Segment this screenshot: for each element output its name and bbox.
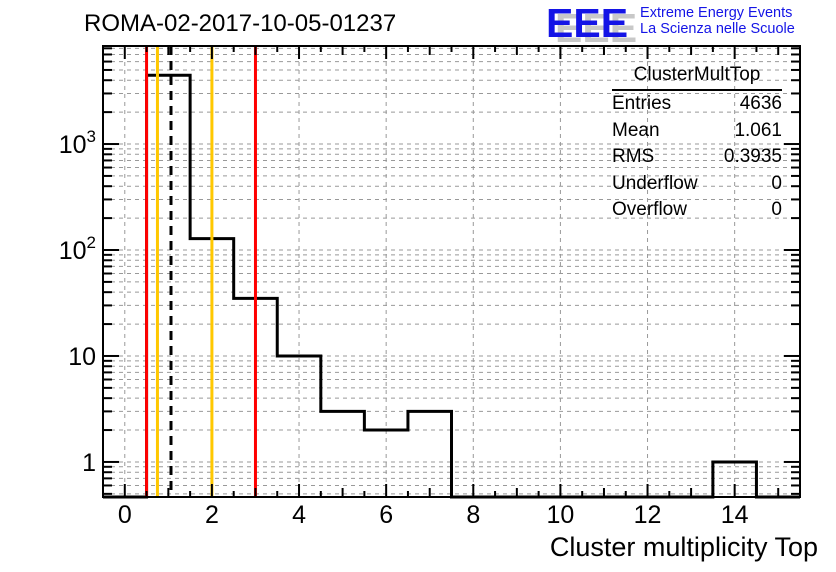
y-tick-label: 103 [59, 127, 96, 159]
stats-value: 4636 [739, 93, 782, 114]
eee-logo-text: Extreme Energy Events La Scienza nelle S… [640, 3, 795, 37]
stats-row-mean: Mean 1.061 [612, 118, 782, 145]
page-title: ROMA-02-2017-10-05-01237 [84, 10, 397, 37]
stats-value: 0 [771, 172, 782, 194]
x-tick-label: 10 [547, 501, 575, 529]
stats-label: Overflow [612, 199, 687, 220]
stats-label: Entries [612, 93, 672, 114]
y-tick-label: 102 [59, 233, 96, 265]
x-tick-label: 12 [634, 501, 662, 529]
x-tick-label: 2 [205, 501, 219, 529]
eee-logo-line2: La Scienza nelle Scuole [640, 20, 795, 37]
x-tick-label: 4 [292, 501, 306, 529]
stats-row-overflow: Overflow 0 [612, 197, 782, 224]
eee-logo-acronym: EEE [546, 0, 629, 46]
stats-value: 0 [771, 199, 782, 220]
x-axis-title: Cluster multiplicity Top [550, 532, 818, 562]
stats-label: Mean [612, 119, 660, 141]
stats-row-underflow: Underflow 0 [612, 171, 782, 198]
y-tick-label: 10 [68, 343, 96, 371]
y-tick-label: 1 [82, 449, 96, 477]
x-tick-label: 0 [118, 501, 132, 529]
eee-logo-line1: Extreme Energy Events [640, 5, 793, 21]
x-tick-label: 8 [466, 501, 480, 529]
stats-label: Underflow [612, 172, 698, 194]
stats-value: 0.3935 [723, 146, 782, 167]
stats-value: 1.061 [734, 119, 782, 141]
stats-row-entries: Entries 4636 [612, 91, 782, 118]
stats-title: ClusterMultTop [612, 64, 782, 91]
stats-label: RMS [612, 146, 655, 167]
stats-row-rms: RMS 0.3935 [612, 144, 782, 171]
x-tick-label: 14 [721, 501, 749, 529]
x-tick-label: 6 [379, 501, 393, 529]
eee-logo: EEE Extreme Energy Events La Scienza nel… [546, 0, 795, 46]
stats-box: ClusterMultTop Entries 4636 Mean 1.061 R… [612, 64, 782, 224]
